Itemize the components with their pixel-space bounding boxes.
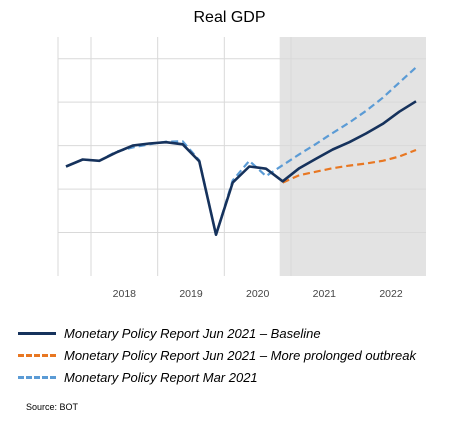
legend-swatch: [18, 353, 56, 357]
legend: Monetary Policy Report Jun 2021 – Baseli…: [18, 322, 416, 388]
legend-label: Monetary Policy Report Jun 2021 – More p…: [64, 347, 416, 363]
series-line: [65, 100, 417, 236]
plot-area: 2018 2019 2020 2021 2022: [57, 37, 426, 300]
forecast-shading: [279, 37, 426, 276]
legend-swatch: [18, 331, 56, 335]
legend-item: Monetary Policy Report Jun 2021 – More p…: [18, 344, 416, 366]
legend-label: Monetary Policy Report Jun 2021 – Baseli…: [64, 325, 321, 341]
legend-swatch: [18, 375, 56, 379]
x-tick-label: 2018: [113, 288, 137, 300]
legend-item: Monetary Policy Report Jun 2021 – Baseli…: [18, 322, 416, 344]
series-line: [282, 148, 417, 184]
x-tick-label: 2022: [379, 288, 403, 300]
x-tick-label: 2021: [313, 288, 337, 300]
x-tick-label: 2020: [246, 288, 270, 300]
source-note: Source: BOT: [26, 402, 79, 412]
chart-title: Real GDP: [193, 9, 266, 26]
legend-item: Monetary Policy Report Mar 2021: [18, 366, 416, 388]
series-line: [65, 66, 417, 236]
x-tick-label: 2019: [179, 288, 203, 300]
legend-label: Monetary Policy Report Mar 2021: [64, 369, 258, 385]
